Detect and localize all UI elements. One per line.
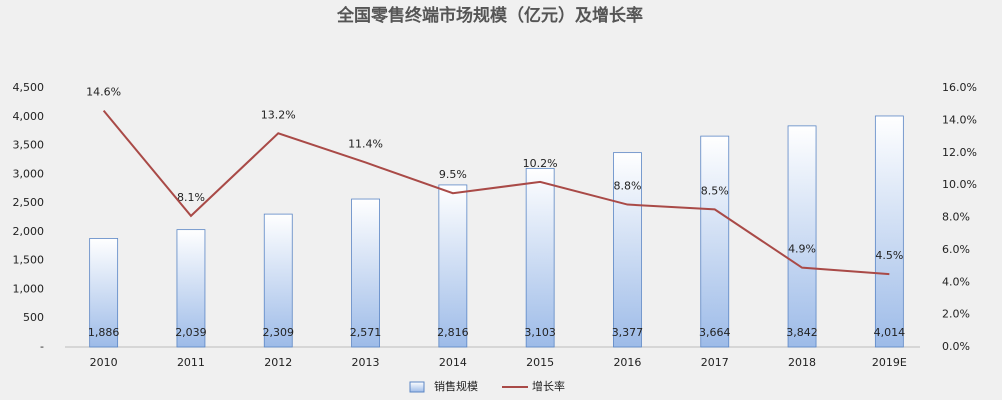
x-tick-label: 2015	[526, 356, 554, 369]
data-label: 11.4%	[348, 137, 383, 150]
tick-label: 2,000	[13, 225, 45, 238]
tick-label: -	[40, 340, 44, 353]
data-label: 10.2%	[523, 157, 558, 170]
data-label: 2,309	[263, 326, 295, 339]
tick-label: 8.0%	[942, 211, 970, 224]
data-label: 8.1%	[177, 191, 205, 204]
tick-label: 3,000	[13, 167, 45, 180]
data-label: 3,842	[786, 326, 818, 339]
tick-label: 16.0%	[942, 81, 977, 94]
tick-label: 500	[23, 311, 44, 324]
bar	[787, 125, 817, 348]
data-label: 3,377	[612, 326, 644, 339]
data-label: 8.5%	[701, 184, 729, 197]
data-label: 8.8%	[613, 180, 641, 193]
data-label: 4.5%	[875, 249, 903, 262]
bar	[525, 168, 555, 348]
legend-label: 销售规模	[434, 379, 478, 393]
tick-label: 4,500	[13, 81, 45, 94]
data-label: 2,039	[175, 326, 207, 339]
line	[102, 110, 890, 276]
tick-label: 14.0%	[942, 113, 977, 126]
bar	[700, 135, 730, 348]
tick-label: 4,000	[13, 110, 45, 123]
bar	[89, 238, 119, 348]
data-label: 2,571	[350, 326, 382, 339]
tick-label: 0.0%	[942, 340, 970, 353]
x-tick-label: 2012	[264, 356, 292, 369]
tick-label: 10.0%	[942, 178, 977, 191]
tick-label: 6.0%	[942, 243, 970, 256]
tick-label: 4.0%	[942, 275, 970, 288]
bar	[613, 152, 642, 348]
x-tick-label: 2011	[177, 356, 205, 369]
data-label: 4.9%	[788, 243, 816, 256]
x-tick-label: 2014	[439, 356, 467, 369]
data-label: 3,103	[524, 326, 556, 339]
data-label: 4,014	[874, 326, 906, 339]
x-tick-label: 2017	[701, 356, 729, 369]
chart-title: 全国零售终端市场规模（亿元）及增长率	[336, 5, 643, 26]
bar	[874, 115, 904, 348]
data-label: 1,886	[88, 326, 120, 339]
data-label: 3,664	[699, 326, 731, 339]
bar	[263, 213, 293, 348]
x-tick-label: 2018	[788, 356, 816, 369]
bar	[176, 229, 206, 348]
bar	[438, 184, 468, 348]
data-label: 9.5%	[439, 168, 467, 181]
x-tick-label: 2019E	[872, 356, 907, 369]
tick-label: 1,000	[13, 282, 45, 295]
tick-label: 2.0%	[942, 308, 970, 321]
bar	[351, 198, 380, 348]
legend-label: 增长率	[532, 379, 565, 393]
data-label: 14.6%	[86, 86, 121, 99]
data-label: 2,816	[437, 326, 469, 339]
data-label: 13.2%	[261, 108, 296, 121]
x-tick-label: 2016	[613, 356, 641, 369]
tick-label: 12.0%	[942, 146, 977, 159]
tick-label: 1,500	[13, 254, 45, 267]
tick-label: 2,500	[13, 196, 45, 209]
x-tick-label: 2010	[90, 356, 118, 369]
x-tick-label: 2013	[352, 356, 380, 369]
tick-label: 3,500	[13, 139, 45, 152]
legend-swatch	[409, 381, 425, 393]
